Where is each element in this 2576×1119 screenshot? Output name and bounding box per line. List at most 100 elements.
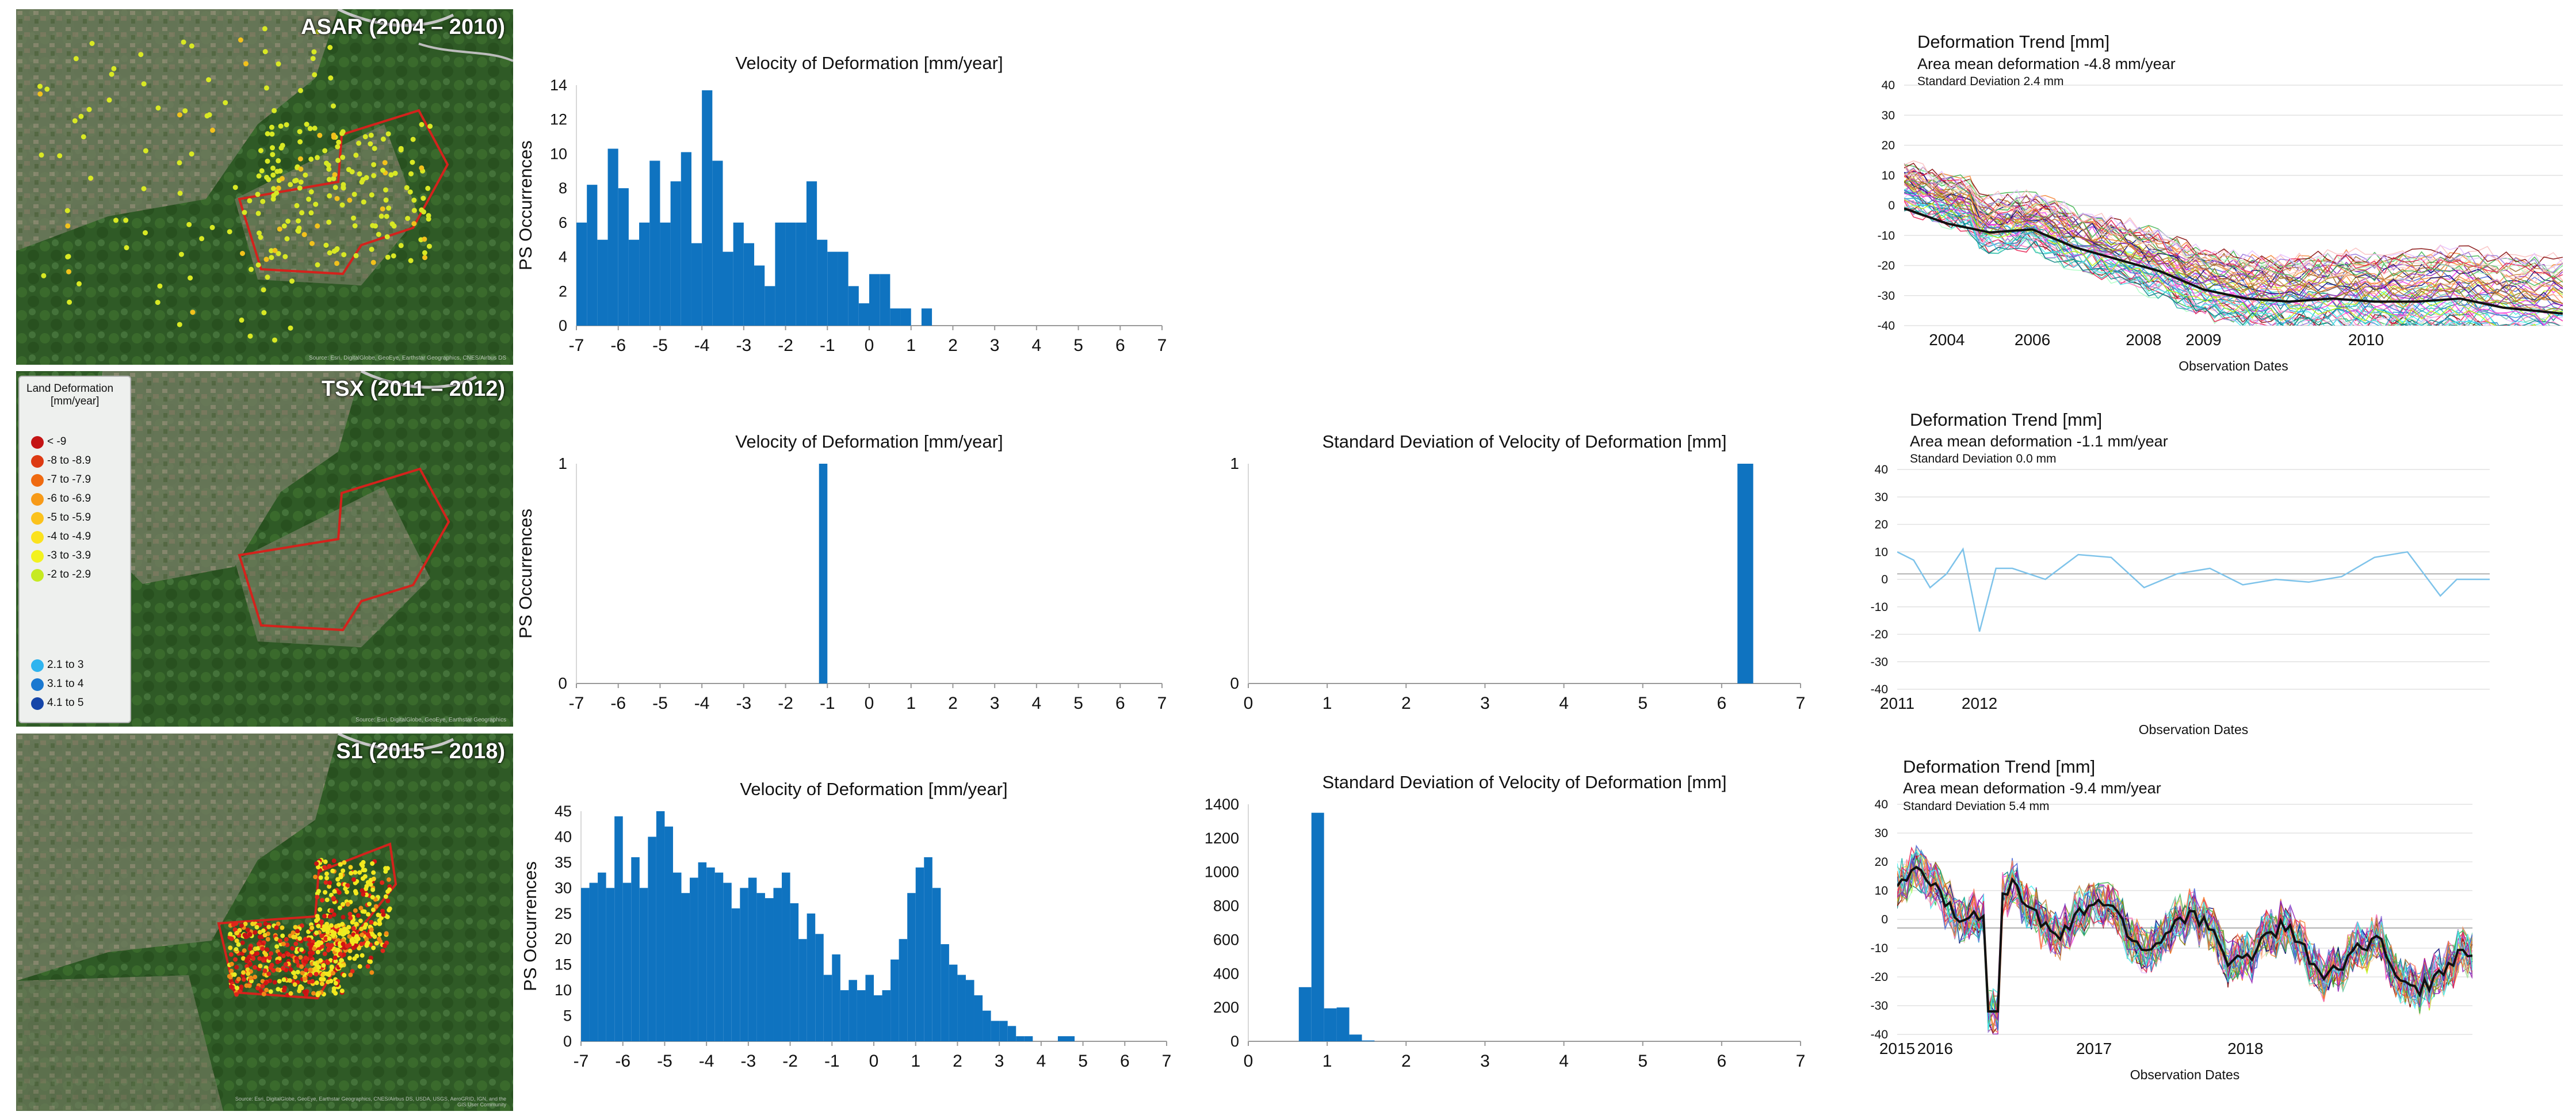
ps-point — [282, 254, 288, 259]
ps-point — [313, 201, 319, 207]
ps-point — [379, 213, 384, 219]
x-tick-label: 7 — [1162, 1052, 1172, 1071]
ps-point — [267, 955, 272, 960]
ps-point — [385, 254, 391, 260]
ps-point — [324, 898, 330, 903]
y-tick-label: 5 — [563, 1007, 572, 1025]
y-tick-label: 800 — [1213, 898, 1239, 915]
y-tick-label: 10 — [1875, 884, 1888, 898]
ps-point — [275, 960, 280, 964]
histogram-bar — [1016, 1036, 1025, 1041]
legend-label: -3 to -3.9 — [47, 549, 91, 562]
x-tick-label: 0 — [1244, 1052, 1253, 1071]
ps-point — [284, 122, 289, 128]
ps-point — [366, 902, 372, 907]
ps-point — [353, 152, 359, 158]
ps-point — [368, 141, 373, 147]
y-tick-label: 30 — [1875, 491, 1888, 504]
histogram-bar — [733, 222, 744, 326]
histogram-bar — [798, 939, 807, 1041]
map-title: TSX (2011 – 2012) — [322, 377, 505, 401]
ps-point — [177, 160, 182, 166]
series-line — [1904, 178, 2563, 287]
ps-point — [323, 890, 328, 895]
x-tick-label: 1 — [906, 336, 916, 355]
x-tick-label: -3 — [741, 1052, 756, 1071]
ps-point — [309, 240, 315, 246]
legend-item: -3 to -3.9 — [31, 549, 91, 563]
x-tick-label: -1 — [820, 336, 835, 355]
histogram-bar — [999, 1021, 1008, 1041]
ps-point — [332, 889, 337, 894]
ps-point — [261, 287, 266, 293]
ps-point — [360, 953, 365, 958]
y-tick-label: 10 — [550, 145, 567, 162]
x-tick-label: 3 — [990, 694, 1000, 713]
ps-point — [343, 886, 348, 891]
ps-point — [325, 960, 330, 965]
ps-point — [315, 155, 320, 161]
ps-point — [269, 131, 275, 137]
ps-point — [299, 210, 305, 216]
y-tick-label: 40 — [1875, 463, 1888, 476]
s1-trend-title: Deformation Trend [mm] — [1903, 757, 2096, 777]
y-tick-label: 20 — [1875, 518, 1888, 532]
ps-point — [392, 170, 398, 176]
ps-point — [398, 243, 404, 249]
ps-point — [314, 972, 319, 977]
ps-point — [383, 187, 388, 193]
ps-point — [333, 991, 338, 996]
ps-point — [255, 946, 261, 951]
x-tick-label: 4 — [1032, 694, 1042, 713]
ps-point — [357, 946, 362, 951]
ps-point — [209, 224, 215, 230]
ps-point — [177, 112, 182, 118]
ps-point — [351, 877, 356, 882]
x-tick-label: 1 — [906, 694, 916, 713]
ps-point — [331, 971, 336, 976]
ps-point — [276, 185, 281, 191]
histogram-bar — [681, 893, 690, 1041]
ps-point — [326, 979, 331, 984]
histogram-bar — [681, 152, 691, 326]
y-tick-label: 14 — [550, 77, 567, 94]
ps-point — [254, 925, 259, 930]
histogram-bar — [900, 308, 911, 326]
ps-point — [177, 190, 183, 196]
histogram-bar — [823, 975, 832, 1041]
ps-point — [341, 938, 346, 943]
x-tick-label: 2015 — [1879, 1040, 1915, 1057]
y-tick-label: 0 — [1888, 199, 1895, 212]
ps-point — [199, 236, 205, 242]
y-tick-label: 4 — [559, 249, 567, 266]
ps-point — [240, 956, 246, 961]
x-tick-label: -2 — [778, 336, 793, 355]
ps-point — [177, 322, 182, 327]
ps-point — [324, 871, 329, 876]
ps-point — [316, 923, 321, 929]
ps-point — [242, 948, 247, 953]
x-tick-label: 7 — [1796, 694, 1806, 713]
x-axis-label: Observation Dates — [2178, 358, 2288, 373]
ps-point — [296, 218, 301, 224]
ps-point — [361, 892, 366, 897]
map-title: ASAR (2004 – 2010) — [301, 15, 505, 39]
ps-point — [206, 77, 212, 83]
ps-point — [370, 861, 375, 866]
ps-point — [223, 100, 228, 105]
ps-point — [228, 952, 234, 957]
ps-point — [236, 976, 241, 981]
series-line — [1904, 207, 2447, 326]
ps-point — [258, 235, 263, 240]
legend-swatch — [31, 550, 44, 563]
histogram-bar — [639, 222, 650, 326]
ps-point — [372, 934, 377, 939]
histogram-bar — [765, 898, 774, 1041]
x-tick-label: 2006 — [2015, 331, 2050, 349]
histogram-bar — [773, 888, 782, 1041]
ps-point — [270, 145, 275, 151]
histogram-bar — [1311, 812, 1324, 1041]
ps-point — [253, 975, 258, 980]
ps-point — [333, 958, 338, 964]
y-tick-label: 10 — [1875, 545, 1888, 559]
